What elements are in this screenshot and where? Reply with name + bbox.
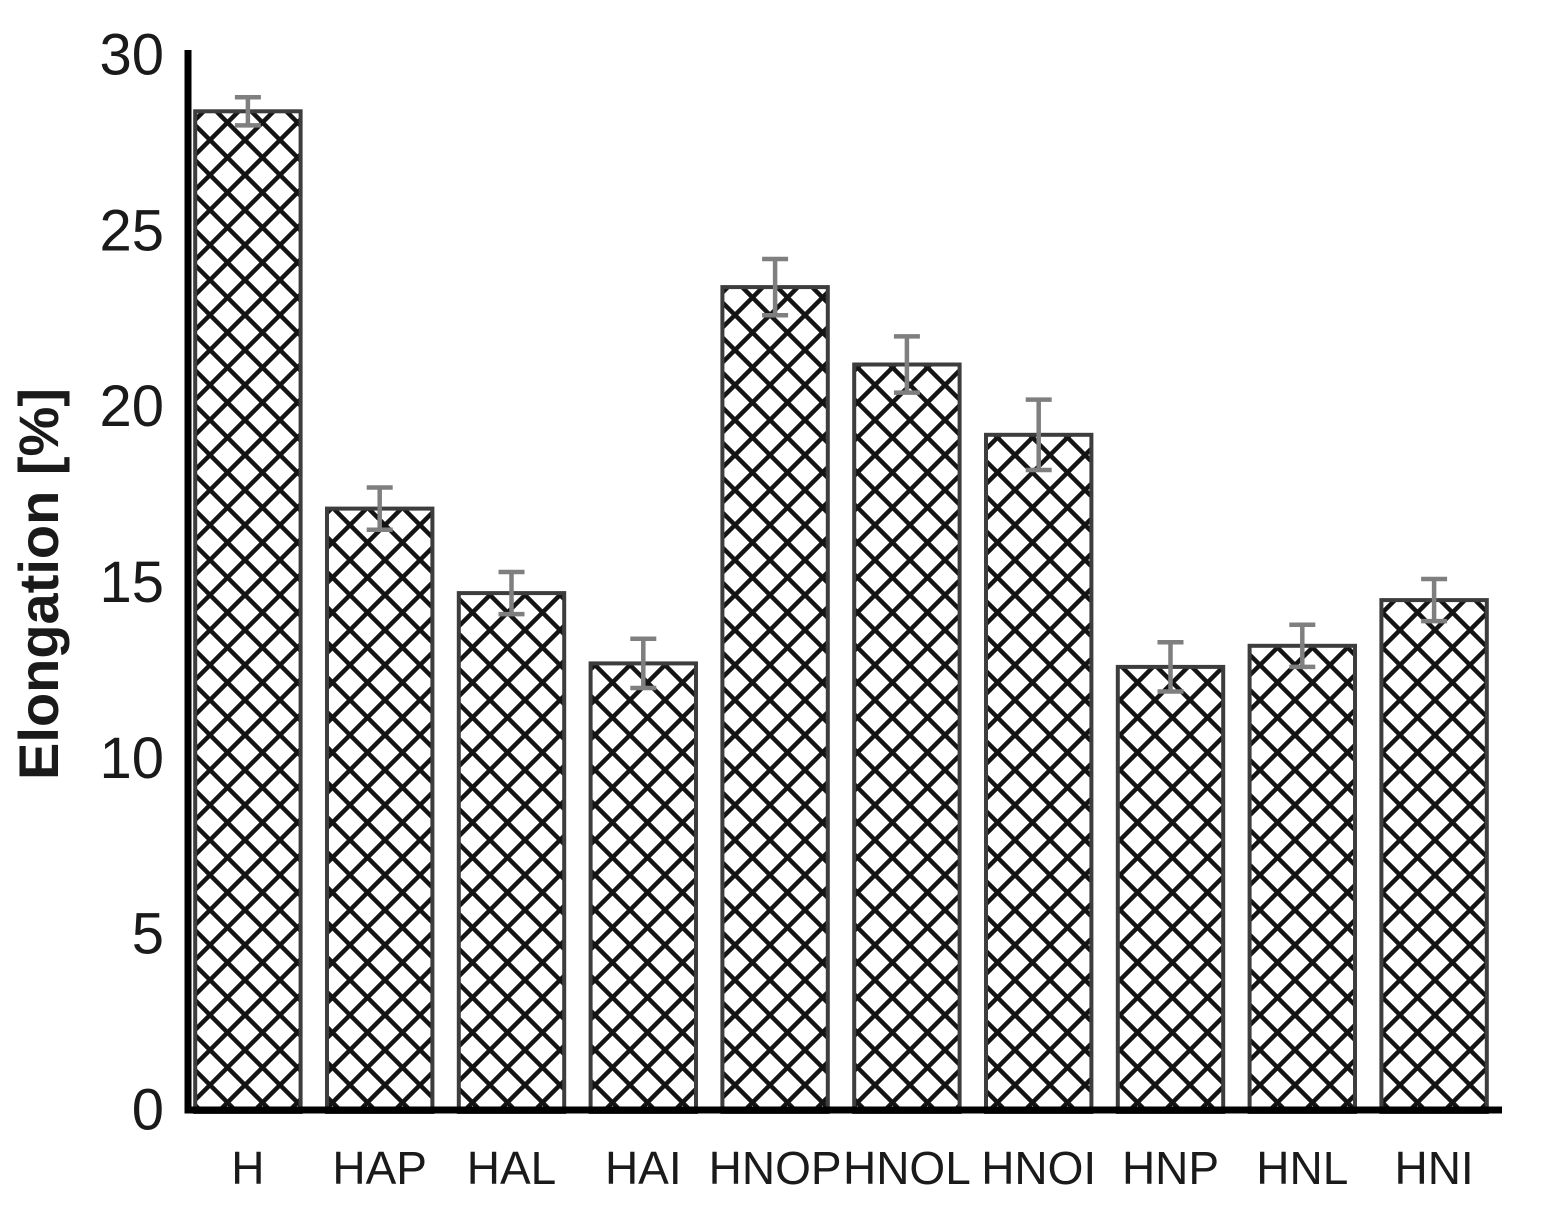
y-tick-label-15: 15 (99, 550, 164, 615)
bar-HNI (1379, 598, 1489, 1114)
bar-H (193, 109, 303, 1115)
x-category-label-HNOL: HNOL (843, 1142, 971, 1194)
x-category-label-H: H (231, 1142, 264, 1194)
bar-HAP (325, 506, 435, 1115)
error-bar-HNOP (762, 256, 789, 318)
x-category-label-HNOI: HNOI (981, 1142, 1096, 1194)
y-axis-title: Elongation [%] (7, 388, 70, 780)
error-bar-HNL (1289, 622, 1316, 670)
axes-layer (184, 50, 1502, 1114)
bar-HAL (456, 591, 567, 1114)
y-tick-label-30: 30 (99, 23, 164, 88)
y-tick-label-20: 20 (99, 374, 164, 439)
y-tick-label-5: 5 (132, 902, 164, 967)
x-category-label-HNL: HNL (1256, 1142, 1348, 1194)
bar-HNL (1247, 643, 1357, 1114)
error-bar-H (234, 94, 261, 128)
labels-layer: H HAP HAL HAI HNOP HNOL HNOI HNP HNL HNI 0 5 10 15 20 2… (99, 23, 1473, 1195)
x-category-label-HAI: HAI (605, 1142, 682, 1194)
error-bar-HNOL (893, 334, 920, 395)
bar-HNP (1115, 664, 1226, 1115)
y-tick-label-25: 25 (99, 198, 164, 263)
bar-HNOI (984, 432, 1094, 1114)
error-bars-layer (234, 94, 1448, 694)
bar-HNOP (720, 285, 830, 1115)
error-bar-HNI (1421, 576, 1448, 624)
error-bar-HAP (366, 485, 393, 532)
bars-layer (193, 109, 1489, 1115)
y-tick-label-0: 0 (132, 1078, 164, 1143)
bar-HNOL (852, 362, 962, 1114)
x-category-label-HNOP: HNOP (709, 1142, 842, 1194)
error-bar-HAL (498, 569, 525, 617)
x-category-label-HNP: HNP (1122, 1142, 1219, 1194)
x-category-label-HNI: HNI (1394, 1142, 1473, 1194)
error-bar-HAI (630, 636, 657, 691)
x-category-label-HAL: HAL (467, 1142, 556, 1194)
bar-HAI (588, 661, 698, 1115)
y-tick-label-10: 10 (99, 726, 164, 791)
x-category-label-HAP: HAP (332, 1142, 427, 1194)
error-bar-HNOI (1025, 397, 1052, 473)
error-bar-HNP (1157, 640, 1184, 694)
